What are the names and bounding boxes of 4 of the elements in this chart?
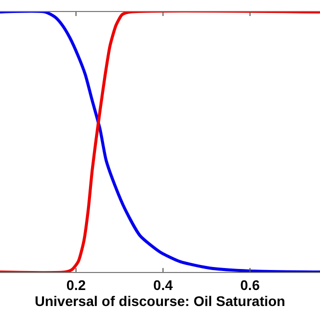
- x-tick-label: 0.4: [153, 276, 173, 293]
- x-tick-label: 0.6: [240, 276, 260, 293]
- x-axis-title: Universal of discourse: Oil Saturation: [34, 292, 286, 309]
- x-tick-label: 0.2: [66, 276, 86, 293]
